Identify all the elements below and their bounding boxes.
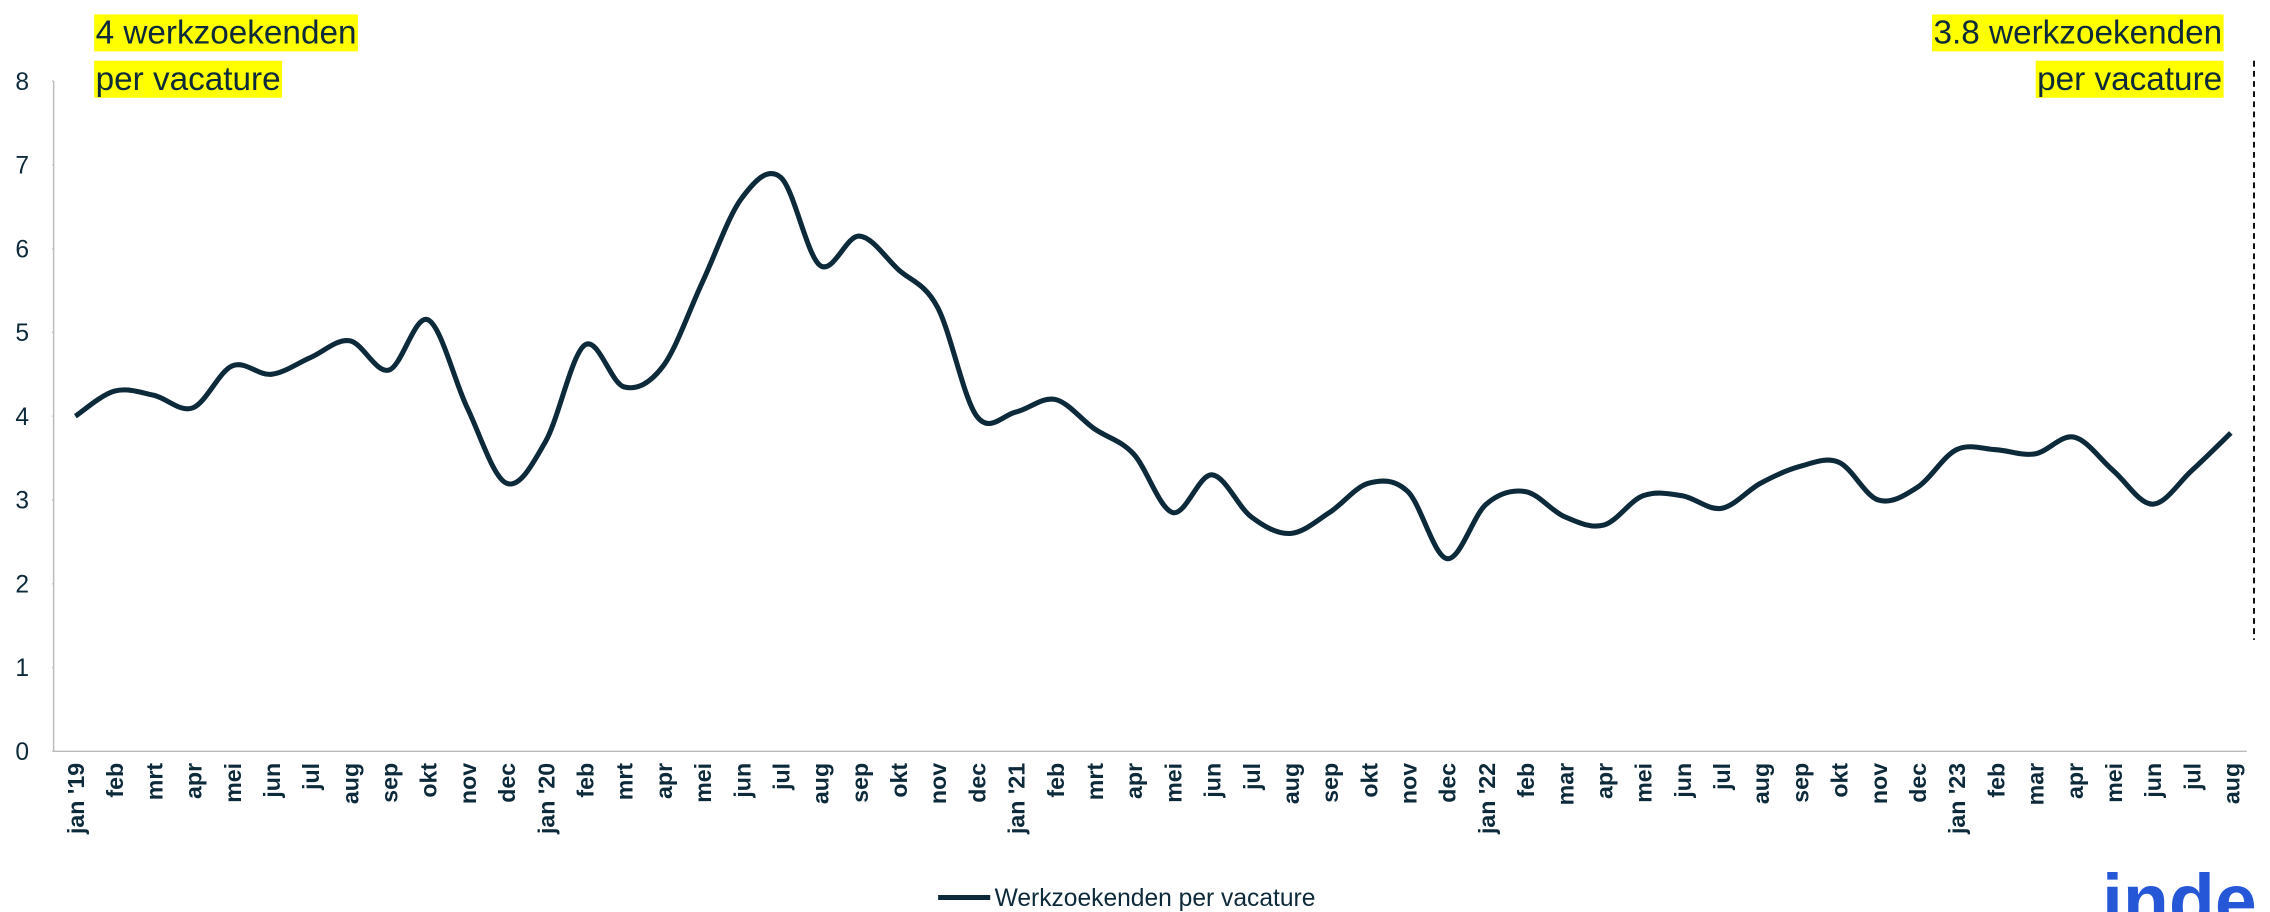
x-tick-label: feb <box>102 763 128 798</box>
x-tick-label: mrt <box>1082 763 1108 801</box>
y-tick-label: 0 <box>15 739 29 766</box>
annotation: per vacature <box>2037 61 2222 98</box>
x-tick-label: jul <box>768 763 794 791</box>
x-tick-label: dec <box>1905 763 1931 803</box>
y-tick-label: 5 <box>15 320 29 347</box>
annotation-highlight <box>2035 60 2224 98</box>
y-tick-label: 8 <box>15 69 29 96</box>
x-tick-label: jan '22 <box>1474 763 1500 835</box>
x-tick-label: mei <box>1631 763 1657 803</box>
annotation-highlight <box>1932 14 2224 52</box>
x-tick-label: jul <box>298 763 324 791</box>
x-tick-label: sep <box>1787 763 1813 803</box>
annotation-highlight <box>94 14 358 52</box>
legend-label: Werkzoekenden per vacature <box>995 885 1316 912</box>
x-tick-label: dec <box>494 763 520 803</box>
x-tick-label: jul <box>1709 763 1735 791</box>
y-tick-label: 3 <box>15 488 29 515</box>
x-tick-label: apr <box>651 763 677 799</box>
x-tick-label: jan '20 <box>533 763 559 835</box>
x-tick-label: aug <box>1278 763 1304 804</box>
y-tick-label: 2 <box>15 571 29 598</box>
x-tick-label: feb <box>1043 763 1069 798</box>
annotation-highlight <box>94 60 283 98</box>
annotation: 3.8 werkzoekenden <box>1934 14 2223 51</box>
x-tick-label: okt <box>1356 763 1382 798</box>
x-tick-label: feb <box>1513 763 1539 798</box>
x-tick-label: jan '23 <box>1944 763 1970 835</box>
x-tick-label: jun <box>729 763 755 799</box>
x-tick-label: mar <box>2023 763 2049 805</box>
x-tick-label: aug <box>337 763 363 804</box>
y-tick-label: 4 <box>15 404 29 431</box>
x-tick-label: mar <box>1552 763 1578 805</box>
x-tick-label: nov <box>925 763 951 804</box>
line <box>73 171 2233 562</box>
x-tick-label: mei <box>2101 763 2127 803</box>
x-tick-label: aug <box>808 763 834 804</box>
y-tick-label: 1 <box>15 655 29 682</box>
x-tick-label: jun <box>1200 763 1226 799</box>
x-tick-label: nov <box>1396 763 1422 804</box>
x-tick-label: apr <box>1121 763 1147 799</box>
y-tick-label: 6 <box>15 236 29 263</box>
x-tick-label: aug <box>1748 763 1774 804</box>
x-tick-label: mei <box>690 763 716 803</box>
x-tick-label: nov <box>1866 763 1892 804</box>
x-tick-label: okt <box>886 763 912 798</box>
x-tick-label: dec <box>964 763 990 803</box>
x-tick-label: jul <box>2179 763 2205 791</box>
x-tick-label: jun <box>2140 763 2166 799</box>
x-tick-label: sep <box>1317 763 1343 803</box>
x-tick-label: sep <box>377 763 403 803</box>
x-tick-label: mei <box>220 763 246 803</box>
x-tick-label: feb <box>1983 763 2009 798</box>
x-tick-label: jun <box>1670 763 1696 799</box>
annotation: 4 werkzoekenden <box>96 14 357 51</box>
x-tick-label: okt <box>1827 763 1853 798</box>
x-tick-label: mrt <box>612 763 638 801</box>
annotation: per vacature <box>96 61 281 98</box>
logo: inde <box>2102 858 2257 912</box>
x-tick-label: feb <box>573 763 599 798</box>
y-tick-label: 7 <box>15 153 29 180</box>
x-tick-label: okt <box>416 763 442 798</box>
x-tick-label: nov <box>455 763 481 804</box>
x-tick-label: jun <box>259 763 285 799</box>
x-tick-label: jan '19 <box>63 763 89 835</box>
x-tick-label: mrt <box>141 763 167 801</box>
x-tick-label: jan '21 <box>1004 763 1030 835</box>
x-tick-label: aug <box>2219 763 2245 804</box>
x-tick-label: apr <box>2062 763 2088 799</box>
x-tick-label: mei <box>1160 763 1186 803</box>
x-tick-label: sep <box>847 763 873 803</box>
x-tick-label: jul <box>1239 763 1265 791</box>
x-tick-label: dec <box>1435 763 1461 803</box>
x-tick-label: apr <box>1591 763 1617 799</box>
x-tick-label: apr <box>181 763 207 799</box>
